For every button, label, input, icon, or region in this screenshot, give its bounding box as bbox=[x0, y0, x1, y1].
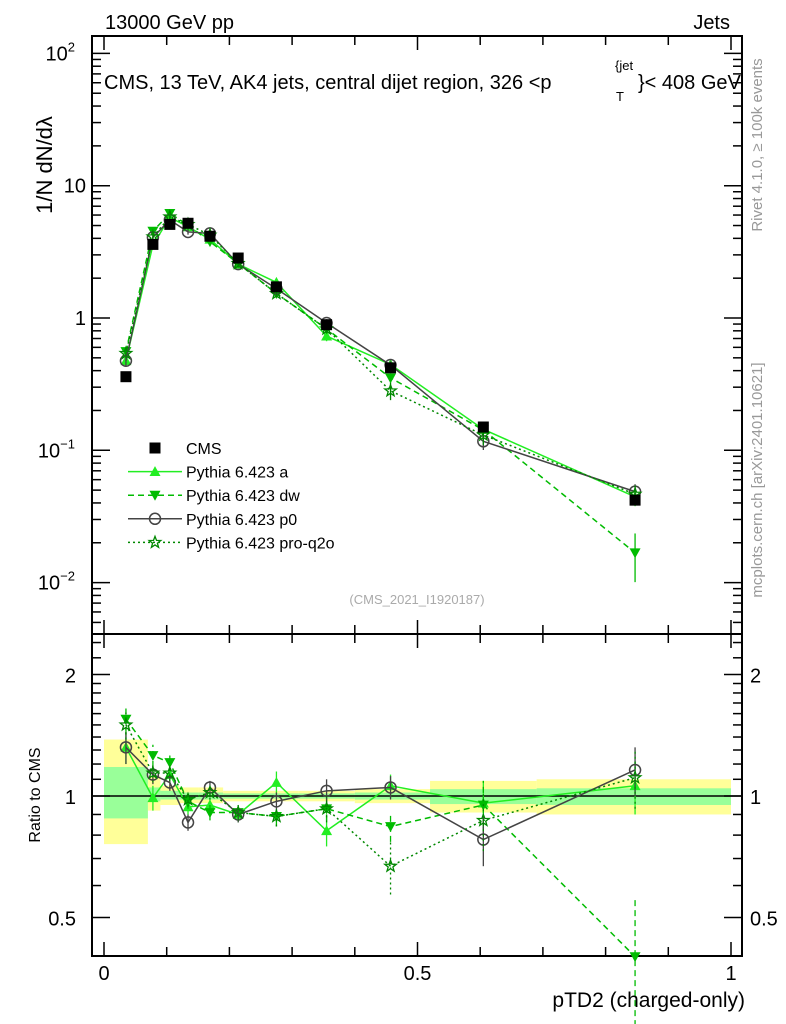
data-point bbox=[629, 548, 641, 559]
ratio-point bbox=[318, 800, 335, 816]
ratio-point bbox=[145, 765, 161, 780]
ratio-point bbox=[270, 777, 282, 787]
legend-marker bbox=[147, 534, 163, 549]
cms-data-point bbox=[321, 319, 333, 331]
legend-marker bbox=[148, 512, 162, 526]
ratio-point bbox=[202, 784, 218, 799]
ratio-axis-title-text: Ratio to CMS bbox=[27, 747, 44, 842]
ratio-point bbox=[385, 822, 397, 833]
data-point bbox=[385, 373, 397, 384]
ratio-point bbox=[204, 799, 216, 810]
ratio-point bbox=[180, 791, 196, 806]
y-tick-label: 10 bbox=[64, 176, 86, 198]
ratio-point bbox=[321, 825, 333, 836]
ratio-point bbox=[147, 792, 159, 803]
plot-title-main: CMS, 13 TeV, AK4 jets, central dijet reg… bbox=[104, 72, 552, 94]
cms-data-point bbox=[204, 230, 216, 242]
ratio-point bbox=[230, 804, 246, 819]
plot-title-sub: T bbox=[616, 89, 624, 104]
legend-marker bbox=[149, 466, 161, 476]
cms-data-point bbox=[120, 371, 132, 383]
cms-data-point bbox=[477, 421, 489, 433]
ratio-point bbox=[270, 795, 283, 808]
legend-label: Pythia 6.423 p0 bbox=[186, 512, 297, 529]
legend: CMS Pythia 6.423 a Pythia 6.423 dw Pythia 6… bbox=[128, 441, 335, 552]
cms-data-point bbox=[164, 218, 176, 230]
axes: 0 0.5 1 10−2 10−1 1 10 102 0.5 0.5 1 1 2 2 bbox=[38, 35, 778, 985]
data-point bbox=[321, 330, 333, 341]
ratio-point bbox=[181, 816, 195, 829]
x-tick-label: 0.5 bbox=[404, 963, 432, 985]
ratio-point bbox=[163, 776, 177, 789]
data-point bbox=[382, 382, 399, 398]
series-pythia-6-423-dw bbox=[120, 209, 641, 1024]
ratio-point bbox=[119, 741, 133, 754]
legend-marker bbox=[149, 442, 161, 454]
y-tick-label: 102 bbox=[46, 39, 75, 65]
legend-label: Pythia 6.423 a bbox=[186, 465, 288, 482]
legend-label: Pythia 6.423 pro-q2o bbox=[186, 535, 335, 552]
legend-marker bbox=[149, 490, 161, 501]
ratio-point bbox=[118, 716, 134, 732]
legend-item: Pythia 6.423 pro-q2o bbox=[128, 534, 335, 552]
cms-data-point bbox=[147, 238, 159, 250]
legend-label: CMS bbox=[186, 441, 222, 458]
cms-data-point bbox=[182, 217, 194, 229]
ratio-point bbox=[147, 751, 159, 761]
series-pythia-6-423-a bbox=[120, 211, 641, 847]
ratio-tick-label-right: 1 bbox=[750, 787, 761, 809]
legend-item: Pythia 6.423 a bbox=[128, 465, 288, 482]
ratio-tick-label: 2 bbox=[65, 666, 76, 688]
x-axis-title: pTD2 (charged-only) bbox=[552, 989, 745, 1012]
legend-item-cms: CMS bbox=[149, 441, 222, 458]
ratio-series-line bbox=[125, 724, 636, 868]
y-axis-title: 1/N dN/dλ bbox=[32, 116, 57, 214]
y-tick-label: 10−2 bbox=[38, 569, 75, 595]
ratio-series-line bbox=[125, 718, 636, 958]
ratio-point bbox=[268, 808, 285, 823]
cms-data-point bbox=[629, 494, 641, 506]
cms-data-point bbox=[270, 281, 282, 293]
ratio-axis-title: Ratio to CMS bbox=[27, 747, 44, 842]
data-marks bbox=[118, 208, 643, 1024]
header-category: Jets bbox=[693, 12, 730, 34]
analysis-id: (CMS_2021_I1920187) bbox=[349, 592, 484, 607]
mcplots-label: mcplots.cern.ch [arXiv:2401.10621] bbox=[749, 362, 766, 597]
plot-title-sup: {jet bbox=[615, 58, 633, 73]
y-tick-label: 1 bbox=[75, 308, 86, 330]
stat-uncertainty-band bbox=[160, 790, 180, 800]
ratio-point bbox=[164, 758, 176, 769]
data-point bbox=[118, 345, 134, 360]
ratio-point bbox=[146, 768, 160, 781]
cms-data-point bbox=[385, 362, 397, 374]
legend-item: Pythia 6.423 dw bbox=[128, 488, 300, 505]
ratio-point bbox=[384, 781, 397, 794]
series-cms bbox=[120, 217, 641, 506]
header-beam: 13000 GeV pp bbox=[105, 12, 234, 34]
ratio-point bbox=[382, 858, 399, 873]
cms-uncertainty-bands bbox=[104, 739, 731, 845]
ratio-tick-label: 1 bbox=[65, 787, 76, 809]
ratio-tick-label: 0.5 bbox=[48, 909, 76, 931]
ratio-point bbox=[204, 808, 216, 819]
rivet-version-label: Rivet 4.1.0, ≥ 100k events bbox=[749, 58, 766, 231]
data-point bbox=[475, 427, 491, 442]
x-tick-label: 1 bbox=[725, 963, 736, 985]
ratio-point bbox=[629, 952, 641, 963]
plot-title: CMS, 13 TeV, AK4 jets, central dijet reg… bbox=[104, 58, 742, 104]
ratio-tick-label-right: 2 bbox=[750, 666, 761, 688]
ratio-tick-label-right: 0.5 bbox=[750, 909, 778, 931]
y-axis-title-text: 1/N dN/dλ bbox=[32, 116, 57, 214]
ratio-point bbox=[475, 812, 491, 827]
ratio-point bbox=[162, 765, 178, 780]
y-tick-label: 10−1 bbox=[38, 436, 75, 462]
legend-item: Pythia 6.423 p0 bbox=[128, 512, 297, 529]
ratio-point bbox=[627, 769, 643, 785]
ratio-point bbox=[628, 763, 642, 777]
legend-label: Pythia 6.423 dw bbox=[186, 488, 300, 505]
plot-title-end: }< 408 GeV bbox=[638, 72, 742, 94]
cms-data-point bbox=[232, 252, 244, 264]
x-tick-label: 0 bbox=[98, 963, 109, 985]
